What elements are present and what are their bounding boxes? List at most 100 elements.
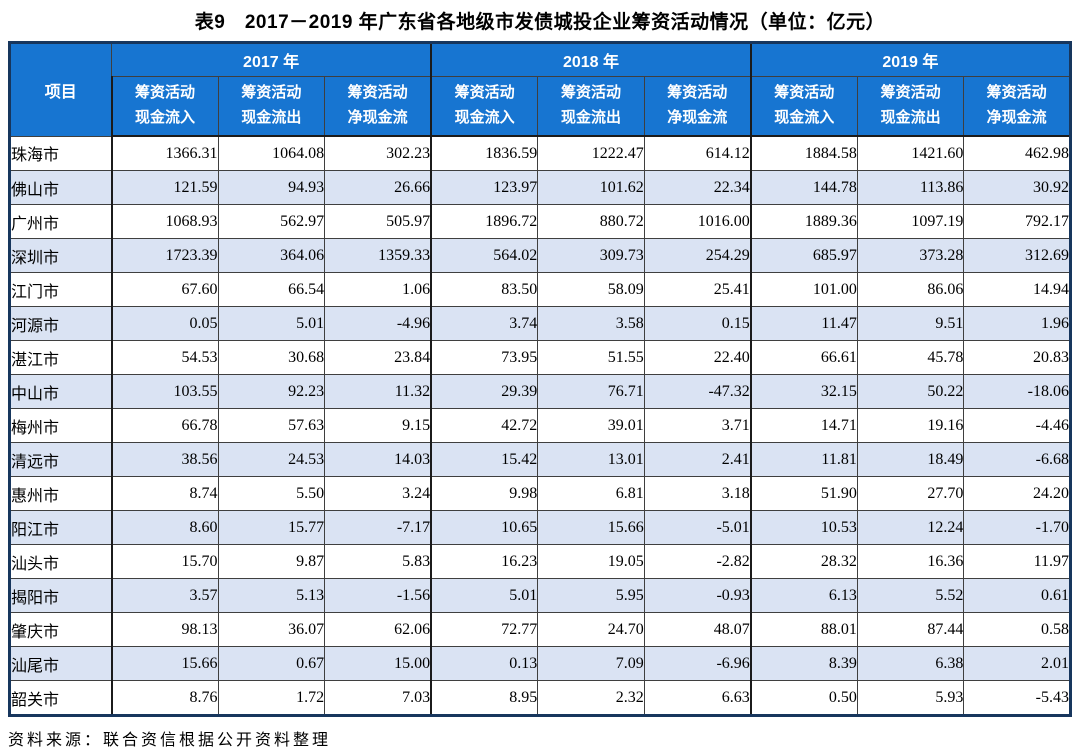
sub-header-line2: 净现金流	[347, 109, 408, 126]
table-row: 惠州市 8.74 5.50 3.24 9.98 6.81 3.18 51.90 27.70 24.…	[9, 476, 1071, 511]
value-cell: 25.41	[643, 272, 752, 307]
value-cell: 29.39	[430, 374, 539, 409]
year-header-row: 项目 2017 年 2018 年 2019 年	[9, 42, 1071, 137]
value-cell: 144.78	[749, 170, 858, 205]
value-cell: 254.29	[643, 238, 752, 273]
value-cell: 1723.39	[110, 238, 219, 273]
value-cell: 50.22	[856, 374, 965, 409]
sub-header-cell: 筹资活动 现金流入	[110, 76, 219, 137]
value-cell: 121.59	[110, 170, 219, 205]
value-cell: 48.07	[643, 612, 752, 647]
table-row: 江门市 67.60 66.54 1.06 83.50 58.09 25.41 101.00 86…	[9, 272, 1071, 307]
value-cell: 614.12	[643, 135, 752, 171]
value-cell: 42.72	[430, 408, 539, 443]
city-cell: 中山市	[9, 374, 112, 409]
value-cell: -5.43	[963, 680, 1071, 716]
value-cell: 32.15	[749, 374, 858, 409]
value-cell: 8.60	[110, 510, 219, 545]
city-cell: 湛江市	[9, 340, 112, 375]
value-cell: 13.01	[537, 442, 645, 477]
year-header-2018: 2018 年	[430, 42, 752, 77]
value-cell: 1.72	[217, 680, 326, 716]
city-cell: 阳江市	[9, 510, 112, 545]
sub-header-cell: 筹资活动 净现金流	[324, 76, 432, 137]
value-cell: 1.06	[324, 272, 432, 307]
value-cell: 23.84	[324, 340, 432, 375]
sub-header-row: 筹资活动 现金流入 筹资活动 现金流出 筹资活动 净现金流 筹资活动 现金流入 筹资活动 现金流出…	[10, 76, 1071, 137]
value-cell: 8.76	[110, 680, 219, 716]
value-cell: -1.56	[324, 578, 432, 613]
sub-header-line2: 现金流入	[454, 109, 515, 126]
value-cell: 9.15	[324, 408, 432, 443]
sub-header-cell: 筹资活动 现金流出	[537, 76, 645, 137]
table-row: 汕头市 15.70 9.87 5.83 16.23 19.05 -2.82 28.32 16.3…	[9, 544, 1071, 579]
value-cell: 1421.60	[856, 135, 965, 171]
value-cell: 87.44	[856, 612, 965, 647]
value-cell: -6.68	[963, 442, 1071, 477]
value-cell: 1884.58	[749, 135, 858, 171]
value-cell: 51.55	[537, 340, 645, 375]
value-cell: 2.41	[643, 442, 752, 477]
sub-header-cell: 筹资活动 净现金流	[643, 76, 752, 137]
sub-header-line1: 筹资活动	[241, 84, 302, 102]
value-cell: 8.95	[430, 680, 539, 716]
value-cell: 564.02	[430, 238, 539, 273]
value-cell: 22.40	[643, 340, 752, 375]
value-cell: 76.71	[537, 374, 645, 409]
value-cell: 0.05	[110, 306, 219, 341]
value-cell: 505.97	[324, 204, 432, 239]
value-cell: 103.55	[110, 374, 219, 409]
value-cell: 73.95	[430, 340, 539, 375]
value-cell: -7.17	[324, 510, 432, 545]
value-cell: 5.50	[217, 476, 326, 511]
value-cell: 5.13	[217, 578, 326, 613]
value-cell: 3.74	[430, 306, 539, 341]
value-cell: 83.50	[430, 272, 539, 307]
table-row: 揭阳市 3.57 5.13 -1.56 5.01 5.95 -0.93 6.13 5.52 0.6…	[9, 578, 1071, 613]
value-cell: 30.92	[963, 170, 1071, 205]
sub-header-line1: 筹资活动	[774, 84, 835, 102]
value-cell: 19.16	[856, 408, 965, 443]
value-cell: 3.58	[537, 306, 645, 341]
sub-header-cell: 筹资活动 净现金流	[963, 76, 1071, 137]
value-cell: 1016.00	[643, 204, 752, 239]
value-cell: 364.06	[217, 238, 326, 273]
value-cell: 14.71	[749, 408, 858, 443]
source-note: 资料来源：联合资信根据公开资料整理	[8, 732, 332, 748]
value-cell: 6.63	[643, 680, 752, 716]
value-cell: -4.46	[963, 408, 1071, 443]
value-cell: 6.38	[856, 646, 965, 681]
value-cell: 0.15	[643, 306, 752, 341]
value-cell: 1222.47	[537, 135, 645, 171]
value-cell: 2.01	[963, 646, 1071, 681]
city-cell: 清远市	[9, 442, 112, 477]
value-cell: 7.09	[537, 646, 645, 681]
value-cell: 15.66	[537, 510, 645, 545]
value-cell: 9.98	[430, 476, 539, 511]
value-cell: 462.98	[963, 135, 1071, 171]
value-cell: 101.62	[537, 170, 645, 205]
sub-header-line2: 净现金流	[986, 109, 1047, 126]
value-cell: -5.01	[643, 510, 752, 545]
sub-header-cell: 筹资活动 现金流出	[856, 76, 965, 137]
city-cell: 揭阳市	[9, 578, 112, 613]
table-row: 深圳市 1723.39 364.06 1359.33 564.02 309.73 254.2…	[9, 238, 1071, 273]
value-cell: 58.09	[537, 272, 645, 307]
year-header-2017: 2017 年	[111, 42, 432, 77]
value-cell: 15.77	[217, 510, 326, 545]
value-cell: 3.18	[643, 476, 752, 511]
value-cell: 123.97	[430, 170, 539, 205]
value-cell: 0.58	[963, 612, 1071, 647]
value-cell: 14.03	[324, 442, 432, 477]
value-cell: 1366.31	[110, 135, 219, 171]
value-cell: 66.78	[110, 408, 219, 443]
value-cell: 26.66	[324, 170, 432, 205]
value-cell: 685.97	[749, 238, 858, 273]
value-cell: 5.52	[856, 578, 965, 613]
value-cell: 88.01	[749, 612, 858, 647]
value-cell: 12.24	[856, 510, 965, 545]
value-cell: 8.39	[749, 646, 858, 681]
value-cell: 562.97	[217, 204, 326, 239]
value-cell: -6.96	[643, 646, 752, 681]
